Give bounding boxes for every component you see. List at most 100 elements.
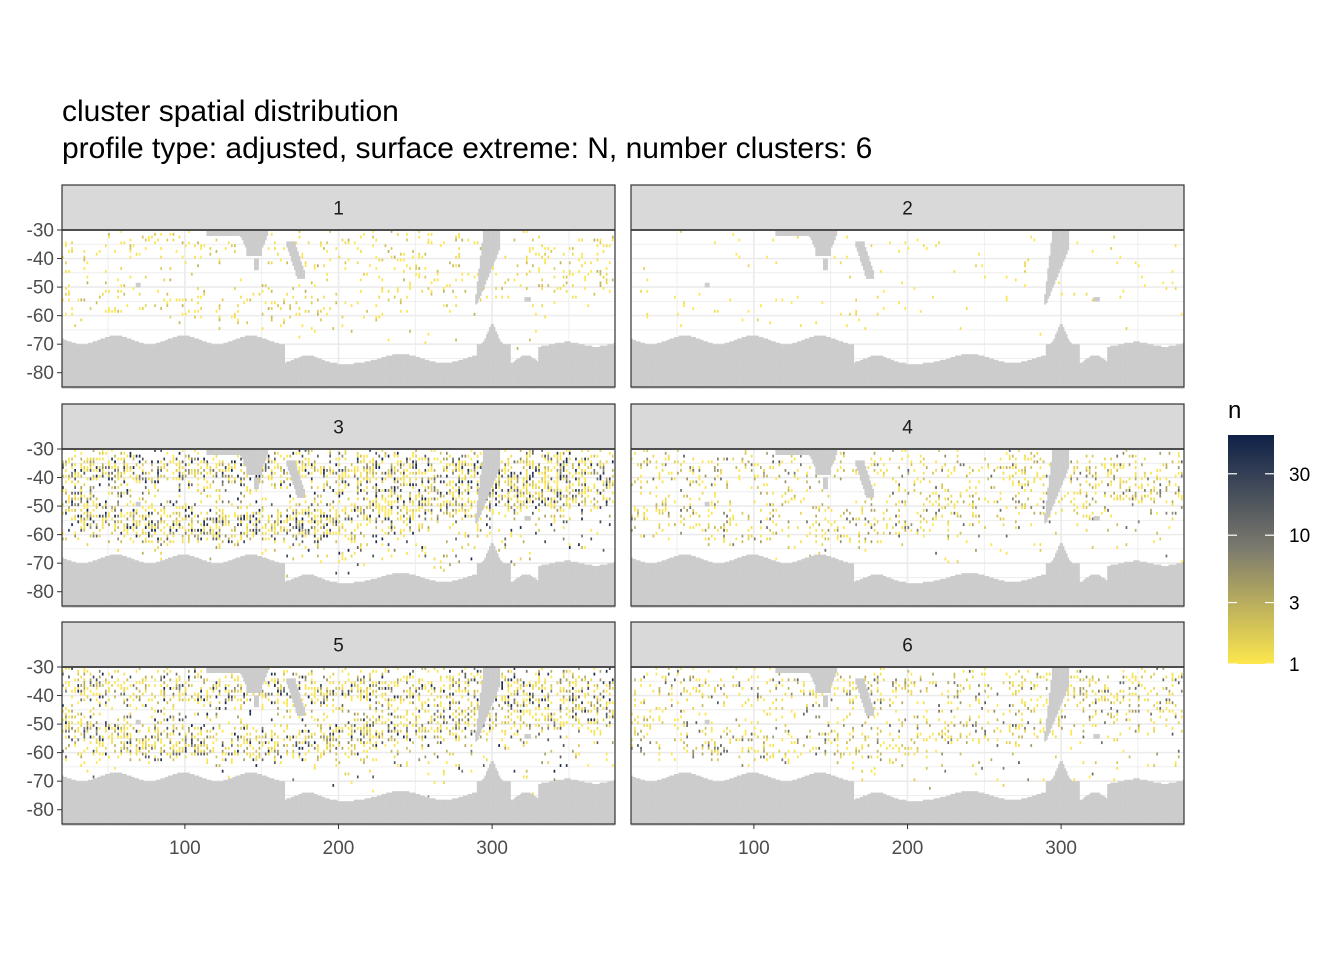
data-tile — [295, 520, 298, 524]
data-tile — [504, 494, 507, 498]
data-tile — [117, 471, 119, 475]
data-tile — [568, 272, 571, 276]
data-tile — [479, 451, 482, 455]
data-tile — [464, 454, 467, 458]
data-tile — [387, 543, 390, 547]
data-tile — [547, 489, 550, 492]
data-tile — [369, 520, 371, 524]
data-tile — [65, 721, 67, 725]
data-tile — [89, 457, 92, 461]
data-tile — [95, 746, 98, 750]
data-tile — [519, 534, 522, 538]
data-tile — [289, 483, 291, 487]
data-tile — [227, 466, 230, 469]
data-tile — [1171, 281, 1174, 285]
data-tile — [234, 732, 236, 736]
data-tile — [77, 752, 80, 756]
data-tile — [541, 287, 543, 290]
data-tile — [529, 477, 531, 481]
data-tile — [516, 477, 519, 481]
data-tile — [144, 508, 147, 512]
data-tile — [218, 537, 221, 541]
data-tile — [114, 309, 116, 313]
data-tile — [439, 480, 442, 484]
data-tile — [581, 483, 583, 487]
data-tile — [775, 531, 778, 535]
data-tile — [738, 238, 741, 242]
data-tile — [172, 503, 175, 507]
data-tile — [191, 471, 193, 475]
data-tile — [363, 534, 365, 538]
data-tile — [181, 724, 184, 727]
data-tile — [418, 272, 421, 276]
data-tile — [852, 469, 854, 472]
data-tile — [298, 531, 301, 535]
data-tile — [227, 480, 230, 484]
data-tile — [415, 494, 417, 498]
data-tile — [978, 534, 980, 538]
data-tile — [243, 463, 245, 467]
data-tile — [356, 261, 359, 265]
data-tile — [935, 244, 937, 248]
data-tile — [559, 474, 562, 478]
data-tile — [148, 531, 150, 535]
data-tile — [298, 675, 301, 679]
data-tile — [1002, 517, 1005, 521]
data-tile — [194, 457, 196, 461]
data-tile — [1094, 483, 1097, 487]
data-tile — [274, 548, 276, 552]
data-tile — [86, 469, 89, 472]
data-tile — [418, 506, 421, 509]
data-tile — [74, 689, 76, 693]
data-tile — [151, 715, 153, 719]
data-tile — [381, 508, 384, 512]
data-tile — [120, 692, 123, 696]
data-tile — [277, 698, 279, 702]
data-tile — [461, 508, 464, 512]
data-tile — [1104, 463, 1106, 467]
data-tile — [458, 232, 460, 236]
data-tile — [197, 483, 199, 487]
data-tile — [667, 454, 670, 458]
data-tile — [74, 474, 76, 478]
data-tile — [611, 454, 614, 458]
data-tile — [350, 503, 353, 507]
data-tile — [556, 491, 559, 495]
data-tile — [489, 508, 491, 512]
data-tile — [209, 471, 212, 475]
data-tile — [298, 746, 301, 750]
data-tile — [565, 463, 568, 467]
data-tile — [323, 531, 325, 535]
data-tile — [473, 474, 476, 478]
y-tick-label: -30 — [27, 440, 54, 461]
data-tile — [1088, 471, 1091, 475]
data-tile — [184, 692, 187, 696]
data-tile — [929, 528, 931, 532]
data-tile — [1119, 494, 1122, 498]
data-tile — [608, 486, 611, 489]
data-tile — [181, 537, 184, 541]
data-tile — [89, 497, 92, 501]
data-tile — [366, 454, 368, 458]
data-tile — [867, 466, 870, 469]
data-tile — [608, 261, 611, 265]
data-tile — [433, 489, 436, 492]
data-tile — [553, 289, 556, 293]
data-tile — [458, 489, 460, 492]
data-tile — [1024, 457, 1026, 461]
data-tile — [323, 732, 325, 736]
data-tile — [62, 537, 64, 541]
data-tile — [252, 752, 255, 756]
data-tile — [525, 261, 528, 265]
data-tile — [215, 537, 218, 541]
data-tile — [674, 460, 676, 464]
data-tile — [320, 684, 322, 687]
data-tile — [525, 491, 528, 495]
data-tile — [704, 486, 707, 489]
data-tile — [366, 474, 368, 478]
data-tile — [313, 732, 316, 736]
data-tile — [723, 526, 725, 529]
data-tile — [295, 451, 298, 455]
data-tile — [157, 526, 159, 529]
data-tile — [839, 540, 842, 544]
